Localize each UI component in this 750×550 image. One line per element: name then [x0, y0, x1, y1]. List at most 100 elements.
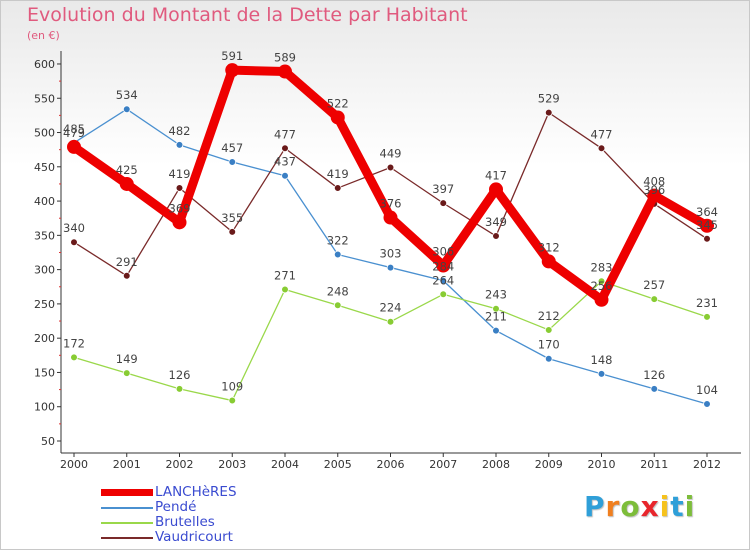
data-point — [175, 184, 184, 192]
data-label: 477 — [274, 127, 296, 141]
data-label: 591 — [221, 49, 243, 63]
data-point — [228, 396, 237, 405]
data-label: 322 — [327, 234, 349, 248]
data-point — [489, 182, 503, 197]
series-line-brutelles — [73, 280, 708, 402]
x-tick-label: 2009 — [535, 458, 563, 471]
data-point — [383, 210, 398, 225]
data-label: 425 — [116, 163, 138, 177]
x-tick-label: 2004 — [271, 458, 299, 471]
data-point — [122, 271, 131, 280]
y-tick-label: 300 — [34, 264, 55, 277]
data-label: 271 — [274, 269, 296, 283]
x-tick-label: 2012 — [693, 458, 721, 471]
data-point — [439, 290, 448, 299]
data-point — [70, 353, 78, 362]
data-point — [225, 63, 240, 78]
data-label: 284 — [432, 260, 454, 274]
data-point — [386, 263, 395, 272]
y-tick-label: 50 — [41, 435, 55, 448]
legend-label: LANCHèRES — [155, 484, 237, 500]
y-tick-label: 500 — [34, 127, 55, 140]
legend-swatch — [101, 537, 153, 539]
data-point — [703, 234, 711, 243]
data-label: 449 — [380, 146, 402, 160]
data-point — [439, 276, 448, 285]
data-point — [228, 158, 237, 166]
data-label: 248 — [327, 284, 349, 298]
data-label: 408 — [643, 175, 665, 189]
x-tick-label: 2006 — [377, 458, 405, 471]
data-label: 211 — [485, 310, 507, 324]
data-point — [650, 385, 659, 393]
data-label: 457 — [221, 141, 243, 155]
data-point — [492, 232, 500, 240]
data-point — [703, 400, 711, 408]
data-label: 355 — [221, 211, 243, 225]
data-point — [700, 218, 714, 233]
data-label: 243 — [485, 288, 507, 302]
data-point — [594, 292, 609, 307]
data-label: 212 — [538, 309, 560, 323]
x-tick-label: 2011 — [640, 458, 668, 471]
data-point — [597, 144, 606, 153]
data-point — [544, 326, 553, 334]
y-tick-label: 250 — [34, 298, 55, 311]
data-label: 345 — [696, 218, 718, 232]
data-label: 170 — [538, 338, 560, 352]
data-point — [281, 285, 289, 294]
data-point — [386, 317, 395, 326]
legend-label: Brutelles — [155, 514, 215, 530]
data-point — [175, 385, 184, 393]
data-label: 419 — [327, 167, 349, 181]
data-point — [67, 139, 81, 154]
data-point — [281, 144, 289, 153]
data-point — [333, 250, 342, 259]
data-point — [386, 163, 395, 172]
y-tick-label: 550 — [34, 92, 55, 105]
data-label: 437 — [274, 155, 296, 169]
data-point — [544, 108, 553, 117]
y-tick-label: 450 — [34, 161, 55, 174]
data-label: 419 — [169, 167, 191, 181]
y-tick-label: 600 — [34, 58, 55, 71]
legend-swatch — [101, 489, 153, 496]
data-label: 126 — [643, 368, 665, 382]
y-tick-label: 400 — [34, 195, 55, 208]
y-tick-label: 200 — [34, 332, 55, 345]
legend-label: Pendé — [155, 499, 197, 515]
data-label: 529 — [538, 92, 560, 106]
data-point — [541, 254, 556, 269]
data-label: 589 — [274, 51, 296, 65]
data-label: 340 — [63, 221, 85, 235]
data-point — [703, 313, 711, 321]
legend-swatch — [101, 522, 153, 524]
data-point — [492, 304, 500, 313]
data-label: 264 — [432, 273, 454, 287]
x-tick-label: 2002 — [166, 458, 194, 471]
data-point — [544, 354, 553, 363]
data-label: 477 — [591, 127, 613, 141]
data-point — [119, 176, 134, 191]
data-point — [492, 326, 500, 335]
data-point — [281, 171, 289, 180]
data-label: 306 — [432, 245, 454, 259]
legend-swatch — [101, 507, 153, 509]
data-label: 417 — [485, 168, 507, 182]
x-tick-label: 2008 — [482, 458, 510, 471]
data-point — [333, 184, 342, 192]
data-label: 291 — [116, 255, 138, 269]
data-point — [122, 105, 131, 114]
data-label: 126 — [169, 368, 191, 382]
data-point — [650, 295, 659, 303]
data-label: 376 — [380, 197, 402, 211]
data-point — [436, 258, 451, 273]
data-label: 482 — [169, 124, 191, 138]
chart-title: Evolution du Montant de la Dette par Hab… — [27, 4, 468, 26]
data-label: 312 — [538, 240, 560, 254]
data-point — [597, 370, 606, 378]
data-label: 522 — [327, 96, 349, 110]
data-label: 257 — [643, 278, 665, 292]
